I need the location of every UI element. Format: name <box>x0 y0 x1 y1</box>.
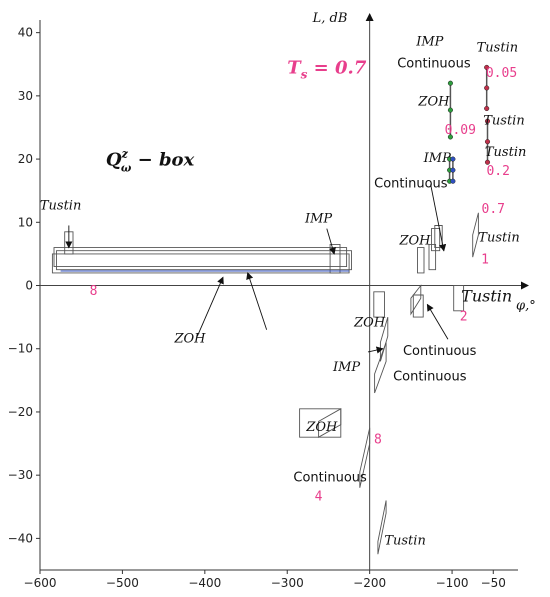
box-mark <box>53 247 348 268</box>
y-tick-label: 30 <box>18 89 33 103</box>
method-label: Tustin <box>483 113 524 128</box>
box-mark <box>410 284 422 316</box>
dot-point <box>450 156 456 162</box>
box-mark <box>417 247 425 274</box>
x-tick-label: −300 <box>271 576 304 590</box>
method-label: Tustin <box>384 534 425 549</box>
annotation-arrow <box>367 346 384 354</box>
dot-point <box>484 159 491 165</box>
y-axis-label: L, dB <box>312 11 348 26</box>
method-label: Continuous <box>393 369 467 384</box>
annotation-arrow <box>426 303 449 340</box>
annotation-arrow <box>326 228 336 255</box>
ts-label: 8 <box>90 284 98 299</box>
box-mark <box>329 243 341 274</box>
x-tick-label: −200 <box>353 576 386 590</box>
x-tick-label: −100 <box>436 576 469 590</box>
x-axis-label: φ,° <box>516 299 536 314</box>
dot-point <box>447 134 453 140</box>
ts-label: 2 <box>460 309 468 324</box>
method-label: IMP <box>304 211 332 226</box>
dot-point <box>484 118 491 124</box>
method-label: Tustin <box>40 199 81 214</box>
box-mark <box>472 212 479 258</box>
method-label: ZOH <box>353 316 386 331</box>
dot-point <box>484 64 490 70</box>
box-mark <box>56 250 352 271</box>
dot-point <box>447 107 453 113</box>
method-label: IMP <box>332 360 360 375</box>
dot-point <box>484 85 490 91</box>
box-mark <box>377 500 387 555</box>
method-label: ZOH <box>173 331 206 346</box>
method-label: Continuous <box>374 177 448 192</box>
x-tick-label: −500 <box>106 576 139 590</box>
dot-point <box>484 139 491 145</box>
method-label: Tustin <box>485 145 526 160</box>
y-tick-label: 0 <box>25 279 33 293</box>
x-tick-label: −400 <box>188 576 221 590</box>
method-label: IMP <box>415 34 443 49</box>
box-mark <box>453 285 465 312</box>
ts-label: 1 <box>481 252 489 267</box>
method-label: ZOH <box>417 94 450 109</box>
x-tick-label: −600 <box>24 576 57 590</box>
method-label: Continuous <box>403 344 477 359</box>
ts-label: 0.05 <box>486 66 517 81</box>
y-tick-label: 20 <box>18 152 33 166</box>
annotation-arrow <box>196 276 224 337</box>
method-label: Tustin <box>461 286 512 305</box>
method-label: Tustin <box>478 230 519 245</box>
method-label: ZOH <box>398 233 431 248</box>
y-tick-label: 10 <box>18 215 33 229</box>
dot-point <box>447 80 453 86</box>
box-mark <box>359 427 371 488</box>
box-mark <box>428 243 437 271</box>
box-mark <box>318 408 342 438</box>
box-title: Qz ω − box <box>106 147 195 174</box>
x-tick-label: −50 <box>481 576 506 590</box>
ts-label: 4 <box>315 489 323 504</box>
box-mark <box>64 231 74 255</box>
y-tick-label: −10 <box>8 342 33 356</box>
annotation-arrow <box>430 184 447 252</box>
dot-point <box>450 167 456 173</box>
y-tick-label: 40 <box>18 26 33 40</box>
ts-label: 0.2 <box>486 164 509 179</box>
method-label: Continuous <box>397 56 471 71</box>
method-label: ZOH <box>305 420 338 435</box>
method-label: IMP <box>423 151 451 166</box>
method-label: Tustin <box>477 41 518 56</box>
ts-label: 8 <box>374 433 382 448</box>
chart-heading: Ts = 0.7 <box>287 58 367 82</box>
y-tick-label: −20 <box>8 405 33 419</box>
box-mark <box>412 294 424 318</box>
ts-label: 0.7 <box>482 202 505 217</box>
y-tick-label: −40 <box>8 531 33 545</box>
annotation-arrow <box>246 272 268 330</box>
dot-point <box>450 178 456 184</box>
box-mark <box>374 342 387 394</box>
ts-label: 0.09 <box>445 123 476 138</box>
method-label: Continuous <box>293 470 367 485</box>
box-mark <box>373 291 385 318</box>
y-tick-label: −30 <box>8 468 33 482</box>
dot-point <box>484 105 490 112</box>
